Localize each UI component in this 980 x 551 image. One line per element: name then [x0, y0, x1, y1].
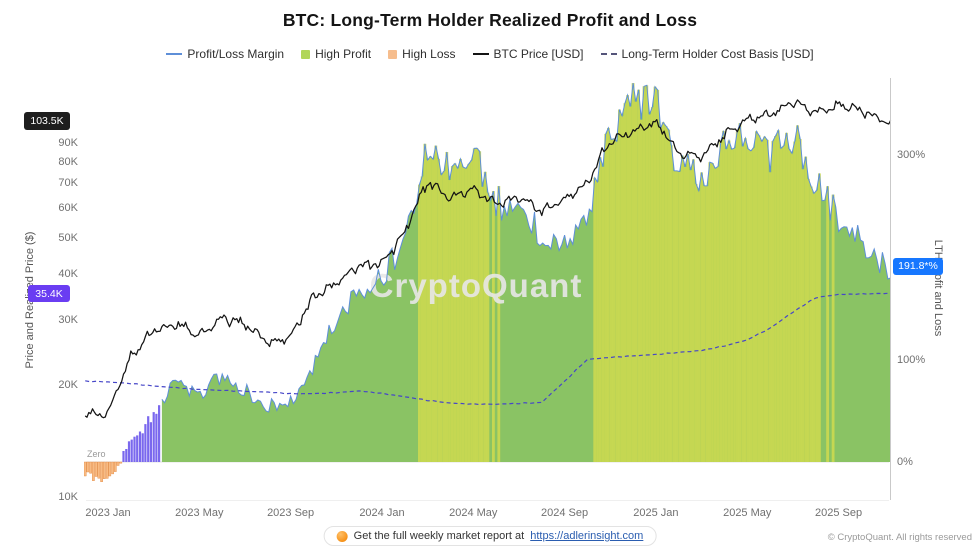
x-tick-2023-sep: 2023 Sep — [267, 507, 315, 519]
x-tick-2024-jan: 2024 Jan — [359, 507, 405, 519]
left-tick-30k: 30K — [58, 313, 78, 326]
report-text: Get the full weekly market report at — [353, 530, 525, 542]
cost-basis-line — [85, 292, 890, 406]
report-banner: Get the full weekly market report at htt… — [323, 526, 657, 546]
report-link[interactable]: https://adlerinsight.com — [530, 530, 644, 542]
legend-label: Long-Term Holder Cost Basis [USD] — [621, 47, 814, 61]
x-tick-2024-sep: 2024 Sep — [541, 507, 589, 519]
right-tick-0: 0% — [897, 456, 913, 468]
legend-item-profit-loss-margin[interactable]: Profit/Loss Margin — [166, 47, 284, 61]
cost-basis-current-badge: 35.4K — [28, 285, 70, 303]
left-tick-60k: 60K — [58, 202, 78, 215]
left-tick-80k: 80K — [58, 155, 78, 168]
margin-bars — [122, 405, 161, 462]
margin-current-badge: 191.8*% — [893, 257, 943, 275]
left-tick-20k: 20K — [58, 379, 78, 392]
x-tick-2023-jan: 2023 Jan — [85, 507, 131, 519]
btc-price-current-badge: 103.5K — [24, 112, 70, 130]
x-tick-2025-sep: 2025 Sep — [814, 507, 863, 519]
left-tick-10k: 10K — [58, 491, 78, 503]
zero-label: Zero — [87, 449, 106, 459]
left-tick-40k: 40K — [58, 267, 78, 280]
legend-swatch-square — [388, 49, 398, 59]
left-tick-70k: 70K — [58, 177, 78, 190]
right-axis-title: LTH Profit and Loss — [932, 239, 944, 337]
watermark: CryptoQuant — [370, 267, 583, 304]
right-tick-100: 100% — [897, 353, 926, 366]
high-profit-highlight — [418, 83, 835, 463]
high-loss-bars — [84, 461, 123, 482]
chart-title: BTC: Long-Term Holder Realized Profit an… — [282, 10, 698, 30]
legend-swatch-dashed — [600, 53, 617, 55]
legend-swatch-line — [472, 53, 489, 55]
left-tick-90k: 90K — [58, 136, 78, 149]
legend-item-high-loss[interactable]: High Loss — [388, 47, 456, 61]
legend-label: Profit/Loss Margin — [187, 47, 285, 61]
orange-dot-icon — [336, 530, 348, 542]
legend-item-btc-price-usd[interactable]: BTC Price [USD] — [472, 47, 584, 61]
x-tick-2024-may: 2024 May — [449, 507, 498, 519]
btc-price-line — [84, 99, 892, 419]
legend-swatch-square — [301, 49, 311, 59]
legend-item-high-profit[interactable]: High Profit — [301, 47, 371, 61]
legend-label: High Loss — [402, 47, 456, 61]
x-tick-2025-may: 2025 May — [723, 507, 772, 519]
legend: Profit/Loss Margin High Profit High Loss BT… — [0, 47, 980, 61]
legend-label: High Profit — [315, 47, 372, 61]
copyright: © CryptoQuant. All rights reserved — [827, 532, 972, 543]
legend-swatch-line — [166, 53, 183, 55]
legend-label: BTC Price [USD] — [493, 47, 584, 61]
margin-line — [161, 83, 891, 413]
x-tick-2023-may: 2023 May — [175, 507, 224, 519]
legend-item-long-term-holder-cost-basis-usd[interactable]: Long-Term Holder Cost Basis [USD] — [600, 47, 814, 61]
right-tick-300: 300% — [897, 149, 926, 161]
x-tick-2025-jan: 2025 Jan — [633, 507, 679, 519]
left-tick-50k: 50K — [58, 231, 78, 244]
